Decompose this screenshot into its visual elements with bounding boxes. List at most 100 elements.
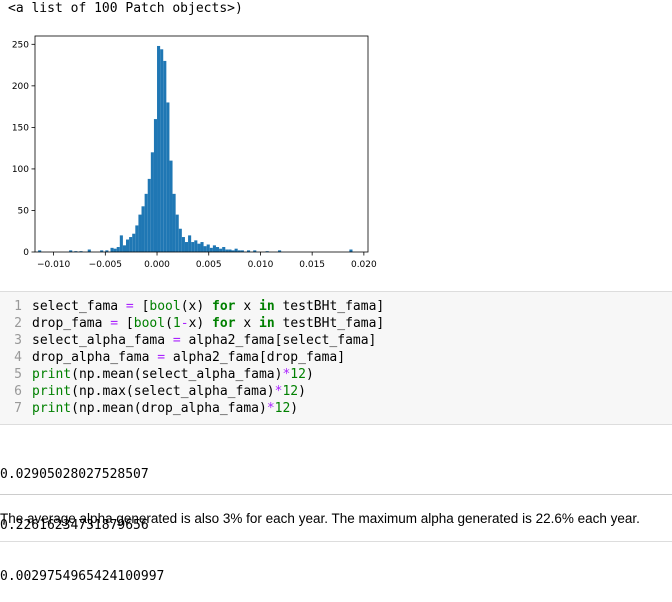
histogram-bar-19 bbox=[147, 178, 151, 252]
code-token: * bbox=[282, 367, 291, 382]
histogram-bar-10 bbox=[119, 235, 123, 252]
previous-output-text: <a list of 100 Patch objects>) bbox=[8, 1, 243, 16]
histogram-bar-14 bbox=[132, 233, 136, 252]
code-token: ( bbox=[165, 316, 173, 331]
output-line-max: 0.22616234731879656 bbox=[0, 518, 149, 533]
histogram-bar-8 bbox=[113, 248, 117, 252]
histogram-bar-38 bbox=[206, 244, 210, 252]
x-tick-label: −0.010 bbox=[37, 260, 71, 270]
histogram-bar-44 bbox=[225, 249, 229, 252]
code-token: 1 bbox=[172, 316, 181, 331]
histogram-bar-12 bbox=[126, 239, 130, 252]
histogram-bar-22 bbox=[157, 45, 161, 252]
code-token: (np.max(select_alpha_fama) bbox=[71, 384, 275, 399]
histogram-bar-33 bbox=[191, 242, 195, 252]
output-line-drop-mean: 0.0029754965424100997 bbox=[0, 569, 165, 584]
histogram-bar-54 bbox=[349, 249, 353, 252]
line-number: 4 bbox=[14, 350, 22, 365]
code-token: = bbox=[125, 299, 134, 314]
histogram-bar-46 bbox=[231, 250, 235, 252]
code-token: bool bbox=[149, 299, 181, 314]
code-token: for bbox=[212, 299, 236, 314]
output-line-mean: 0.02905028027528507 bbox=[0, 467, 149, 482]
y-tick-label: 50 bbox=[18, 206, 30, 216]
code-line[interactable]: 3 select_alpha_fama = alpha2_fama[select_… bbox=[0, 332, 376, 349]
histogram-bar-26 bbox=[169, 160, 173, 252]
histogram-bar-6 bbox=[105, 250, 109, 252]
histogram-bar-51 bbox=[253, 250, 257, 252]
code-token: bool bbox=[133, 316, 166, 331]
histogram-bar-52 bbox=[265, 251, 269, 252]
code-token: 12 bbox=[282, 384, 299, 399]
line-number: 6 bbox=[14, 384, 22, 399]
code-token: - bbox=[180, 316, 189, 331]
line-number: 5 bbox=[14, 367, 22, 382]
histogram-bar-23 bbox=[160, 49, 164, 252]
y-tick-label: 250 bbox=[12, 40, 29, 50]
code-line[interactable]: 4 drop_alpha_fama = alpha2_fama[drop_fama… bbox=[0, 349, 345, 366]
code-token: (x) bbox=[180, 299, 213, 314]
code-token: x bbox=[235, 299, 259, 314]
code-token: print bbox=[32, 384, 72, 399]
code-token: drop_fama bbox=[32, 316, 111, 331]
code-token: 12 bbox=[290, 367, 306, 382]
code-cell[interactable]: 1 select_fama = [bool(x) for x in testBHt… bbox=[0, 291, 672, 425]
histogram-bar-31 bbox=[184, 242, 189, 252]
histogram-bar-30 bbox=[181, 237, 185, 252]
cell-divider-bottom bbox=[0, 541, 672, 542]
code-token: [ bbox=[133, 299, 150, 314]
code-token: (np.mean(select_alpha_fama) bbox=[71, 367, 283, 382]
line-number: 2 bbox=[14, 316, 22, 331]
histogram-bar-15 bbox=[135, 225, 139, 252]
code-token: * bbox=[266, 401, 275, 416]
histogram-bar-27 bbox=[172, 193, 176, 252]
histogram-bar-36 bbox=[200, 242, 204, 252]
histogram-bar-17 bbox=[141, 206, 145, 252]
histogram-bar-39 bbox=[209, 247, 213, 252]
code-token: x bbox=[235, 316, 260, 331]
code-line[interactable]: 7 print(np.mean(drop_alpha_fama)*12) bbox=[0, 400, 298, 417]
histogram-bar-11 bbox=[122, 245, 126, 252]
plot-frame bbox=[34, 35, 369, 253]
code-token: alpha2_fama[select_fama] bbox=[180, 333, 377, 348]
code-token: print bbox=[32, 401, 72, 416]
code-token: testBHt_fama] bbox=[274, 299, 385, 314]
code-token: 12 bbox=[274, 401, 291, 416]
x-tick-label: −0.005 bbox=[89, 260, 122, 270]
code-token: drop_alpha_fama bbox=[32, 350, 158, 365]
x-tick-label: 0.005 bbox=[196, 260, 222, 270]
histogram-bar-9 bbox=[116, 247, 120, 252]
code-token: ) bbox=[290, 401, 299, 416]
histogram-bar-24 bbox=[163, 60, 167, 252]
code-token: in bbox=[259, 316, 275, 331]
line-number: 7 bbox=[14, 401, 22, 416]
code-line[interactable]: 6 print(np.max(select_alpha_fama)*12) bbox=[0, 383, 306, 400]
x-tick-label: 0.020 bbox=[351, 260, 377, 270]
markdown-cell-text[interactable]: The average alpha generated is also 3% f… bbox=[0, 511, 640, 526]
y-tick-label: 100 bbox=[12, 165, 29, 175]
histogram-bar-53 bbox=[278, 250, 282, 252]
histogram-bar-32 bbox=[188, 235, 192, 252]
code-line[interactable]: 2 drop_fama = [bool(1-x) for x in testBHt… bbox=[0, 315, 384, 332]
histogram-bar-40 bbox=[212, 245, 216, 252]
code-token: [ bbox=[118, 316, 134, 331]
histogram-bar-47 bbox=[234, 248, 238, 252]
code-line[interactable]: 1 select_fama = [bool(x) for x in testBHt… bbox=[0, 298, 384, 315]
code-token: alpha2_fama[drop_fama] bbox=[165, 350, 346, 365]
histogram-bar-42 bbox=[219, 248, 223, 252]
histogram-bar-35 bbox=[197, 243, 201, 252]
code-token: = bbox=[110, 316, 119, 331]
x-tick-label: 0.015 bbox=[299, 260, 325, 270]
code-token: = bbox=[157, 350, 166, 365]
x-tick-label: 0.010 bbox=[248, 260, 274, 270]
code-token: for bbox=[212, 316, 236, 331]
histogram-bar-13 bbox=[129, 237, 133, 252]
code-token: (np.mean(drop_alpha_fama) bbox=[71, 401, 267, 416]
x-tick-label: 0.000 bbox=[144, 260, 170, 270]
code-line[interactable]: 5 print(np.mean(select_alpha_fama)*12) bbox=[0, 366, 314, 383]
code-token: ) bbox=[298, 384, 306, 399]
histogram-bar-34 bbox=[194, 240, 198, 252]
y-tick-label: 0 bbox=[23, 248, 29, 258]
line-number: 1 bbox=[14, 299, 22, 314]
code-token: print bbox=[32, 367, 72, 382]
